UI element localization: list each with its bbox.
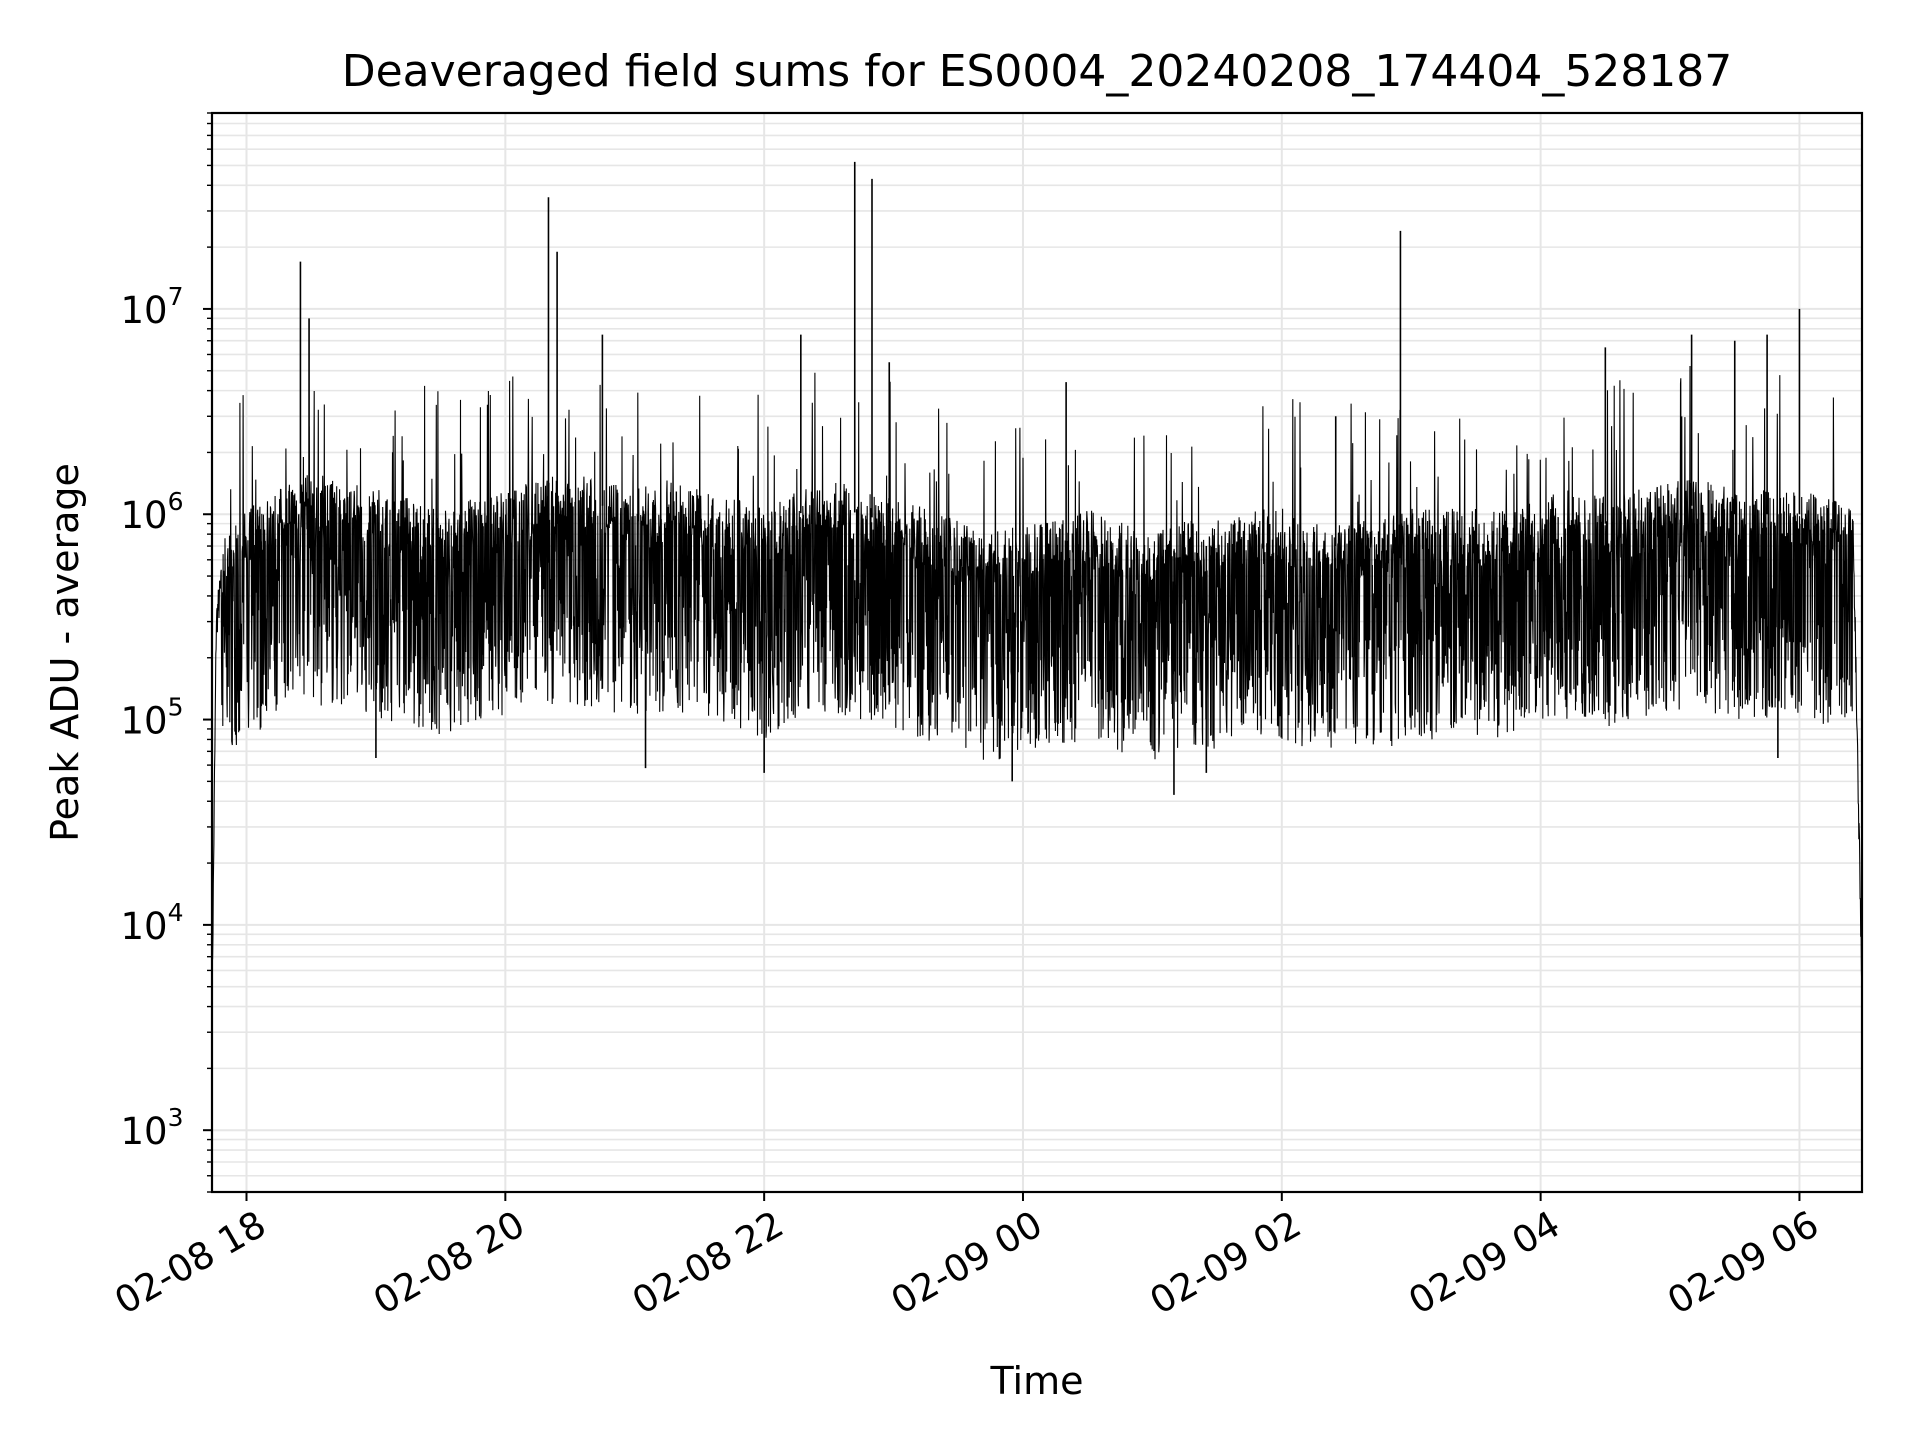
- y-tick-label: 106: [121, 487, 184, 537]
- y-tick-base: 10: [121, 905, 168, 948]
- y-tick-label: 105: [121, 693, 184, 743]
- y-tick-label: 104: [121, 898, 184, 948]
- y-tick-base: 10: [121, 289, 168, 332]
- grid-lines: [212, 112, 1862, 1193]
- y-tick-exponent: 4: [168, 898, 184, 927]
- series-line: [211, 365, 1863, 1028]
- y-tick-base: 10: [121, 700, 168, 743]
- y-tick-label: 107: [121, 282, 184, 332]
- plot-frame: [210, 111, 1864, 1194]
- y-tick-exponent: 5: [168, 693, 184, 722]
- data-series: [211, 161, 1863, 1028]
- chart-title: Deaveraged field sums for ES0004_2024020…: [342, 46, 1733, 97]
- y-tick-exponent: 6: [168, 487, 184, 516]
- y-tick-base: 10: [121, 1110, 168, 1153]
- y-tick-label: 103: [121, 1103, 184, 1153]
- x-axis-label: Time: [990, 1359, 1084, 1403]
- y-tick-exponent: 3: [168, 1103, 184, 1132]
- y-axis-label: Peak ADU - average: [43, 463, 87, 842]
- y-tick-exponent: 7: [168, 282, 184, 311]
- y-tick-base: 10: [121, 494, 168, 537]
